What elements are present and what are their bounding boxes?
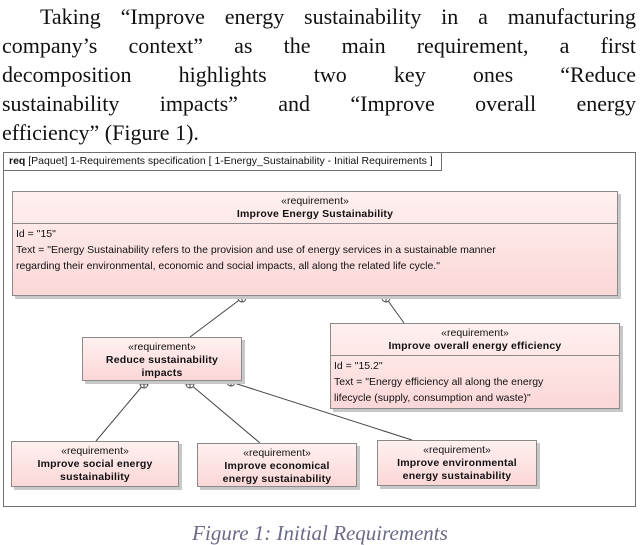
stereotype-label: «requirement» — [281, 195, 349, 207]
containment-symbol — [185, 379, 195, 389]
frame-title: [Paquet] 1-Requirements specification [ … — [28, 155, 433, 167]
containment-connectors — [95, 293, 413, 444]
connector-line — [230, 381, 413, 441]
requirement-energy-sustainability: «requirement» Improve Energy Sustainabil… — [12, 191, 618, 296]
requirement-name: Improve Energy Sustainability — [236, 208, 394, 220]
connector-line — [95, 383, 145, 442]
requirement-text: regarding their environmental, economic … — [16, 260, 440, 272]
requirement-id: Id = "15" — [16, 228, 56, 240]
paragraph-line: sustainability impacts” and “Improve ove… — [2, 91, 636, 116]
frame-keyword: req — [9, 155, 26, 167]
requirement-environmental: «requirement» Improve environmental ener… — [377, 440, 537, 486]
paragraph-line: Taking “Improve energy sustainability in… — [40, 4, 636, 29]
requirement-name: Reduce sustainability — [105, 354, 219, 366]
requirement-name: Improve social energy — [37, 458, 153, 470]
requirement-name: sustainability — [60, 471, 130, 483]
figure-caption: Figure 1: Initial Requirements — [192, 521, 448, 545]
paragraph-line: company’s context” as the main requireme… — [2, 33, 636, 58]
requirement-text: lifecycle (supply, consumption and waste… — [334, 392, 531, 404]
requirement-economical: «requirement» Improve economical energy … — [197, 443, 357, 487]
connector-line — [189, 297, 243, 338]
requirement-name: impacts — [141, 367, 183, 379]
diagram-frame-label: req [Paquet] 1-Requirements specificatio… — [4, 153, 442, 171]
body-paragraph: Taking “Improve energy sustainability in… — [2, 2, 636, 147]
stereotype-label: «requirement» — [243, 447, 311, 459]
requirement-name: Improve environmental — [397, 457, 517, 469]
connector-line — [385, 297, 405, 324]
requirement-reduce-impacts: «requirement» Reduce sustainability impa… — [82, 337, 242, 381]
paragraph-line: efficiency” (Figure 1). — [2, 120, 199, 145]
requirement-text: Text = "Energy Sustainability refers to … — [16, 244, 496, 256]
stereotype-label: «requirement» — [423, 444, 491, 456]
stereotype-label: «requirement» — [128, 341, 196, 353]
stereotype-label: «requirement» — [441, 327, 509, 339]
connector-line — [189, 383, 261, 444]
requirement-id: Id = "15.2" — [334, 360, 383, 372]
requirement-name: energy sustainability — [222, 473, 332, 485]
requirement-social: «requirement» Improve social energy sust… — [11, 441, 179, 487]
requirements-diagram: req [Paquet] 1-Requirements specificatio… — [3, 152, 636, 507]
requirement-name: energy sustainability — [402, 470, 512, 482]
stereotype-label: «requirement» — [61, 445, 129, 457]
requirement-name: Improve overall energy efficiency — [388, 340, 562, 352]
requirement-text: Text = "Energy efficiency all along the … — [334, 376, 544, 388]
requirement-energy-efficiency: «requirement» Improve overall energy eff… — [330, 323, 620, 409]
requirement-name: Improve economical — [224, 460, 330, 472]
paragraph-line: decomposition highlights two key ones “R… — [2, 62, 636, 87]
